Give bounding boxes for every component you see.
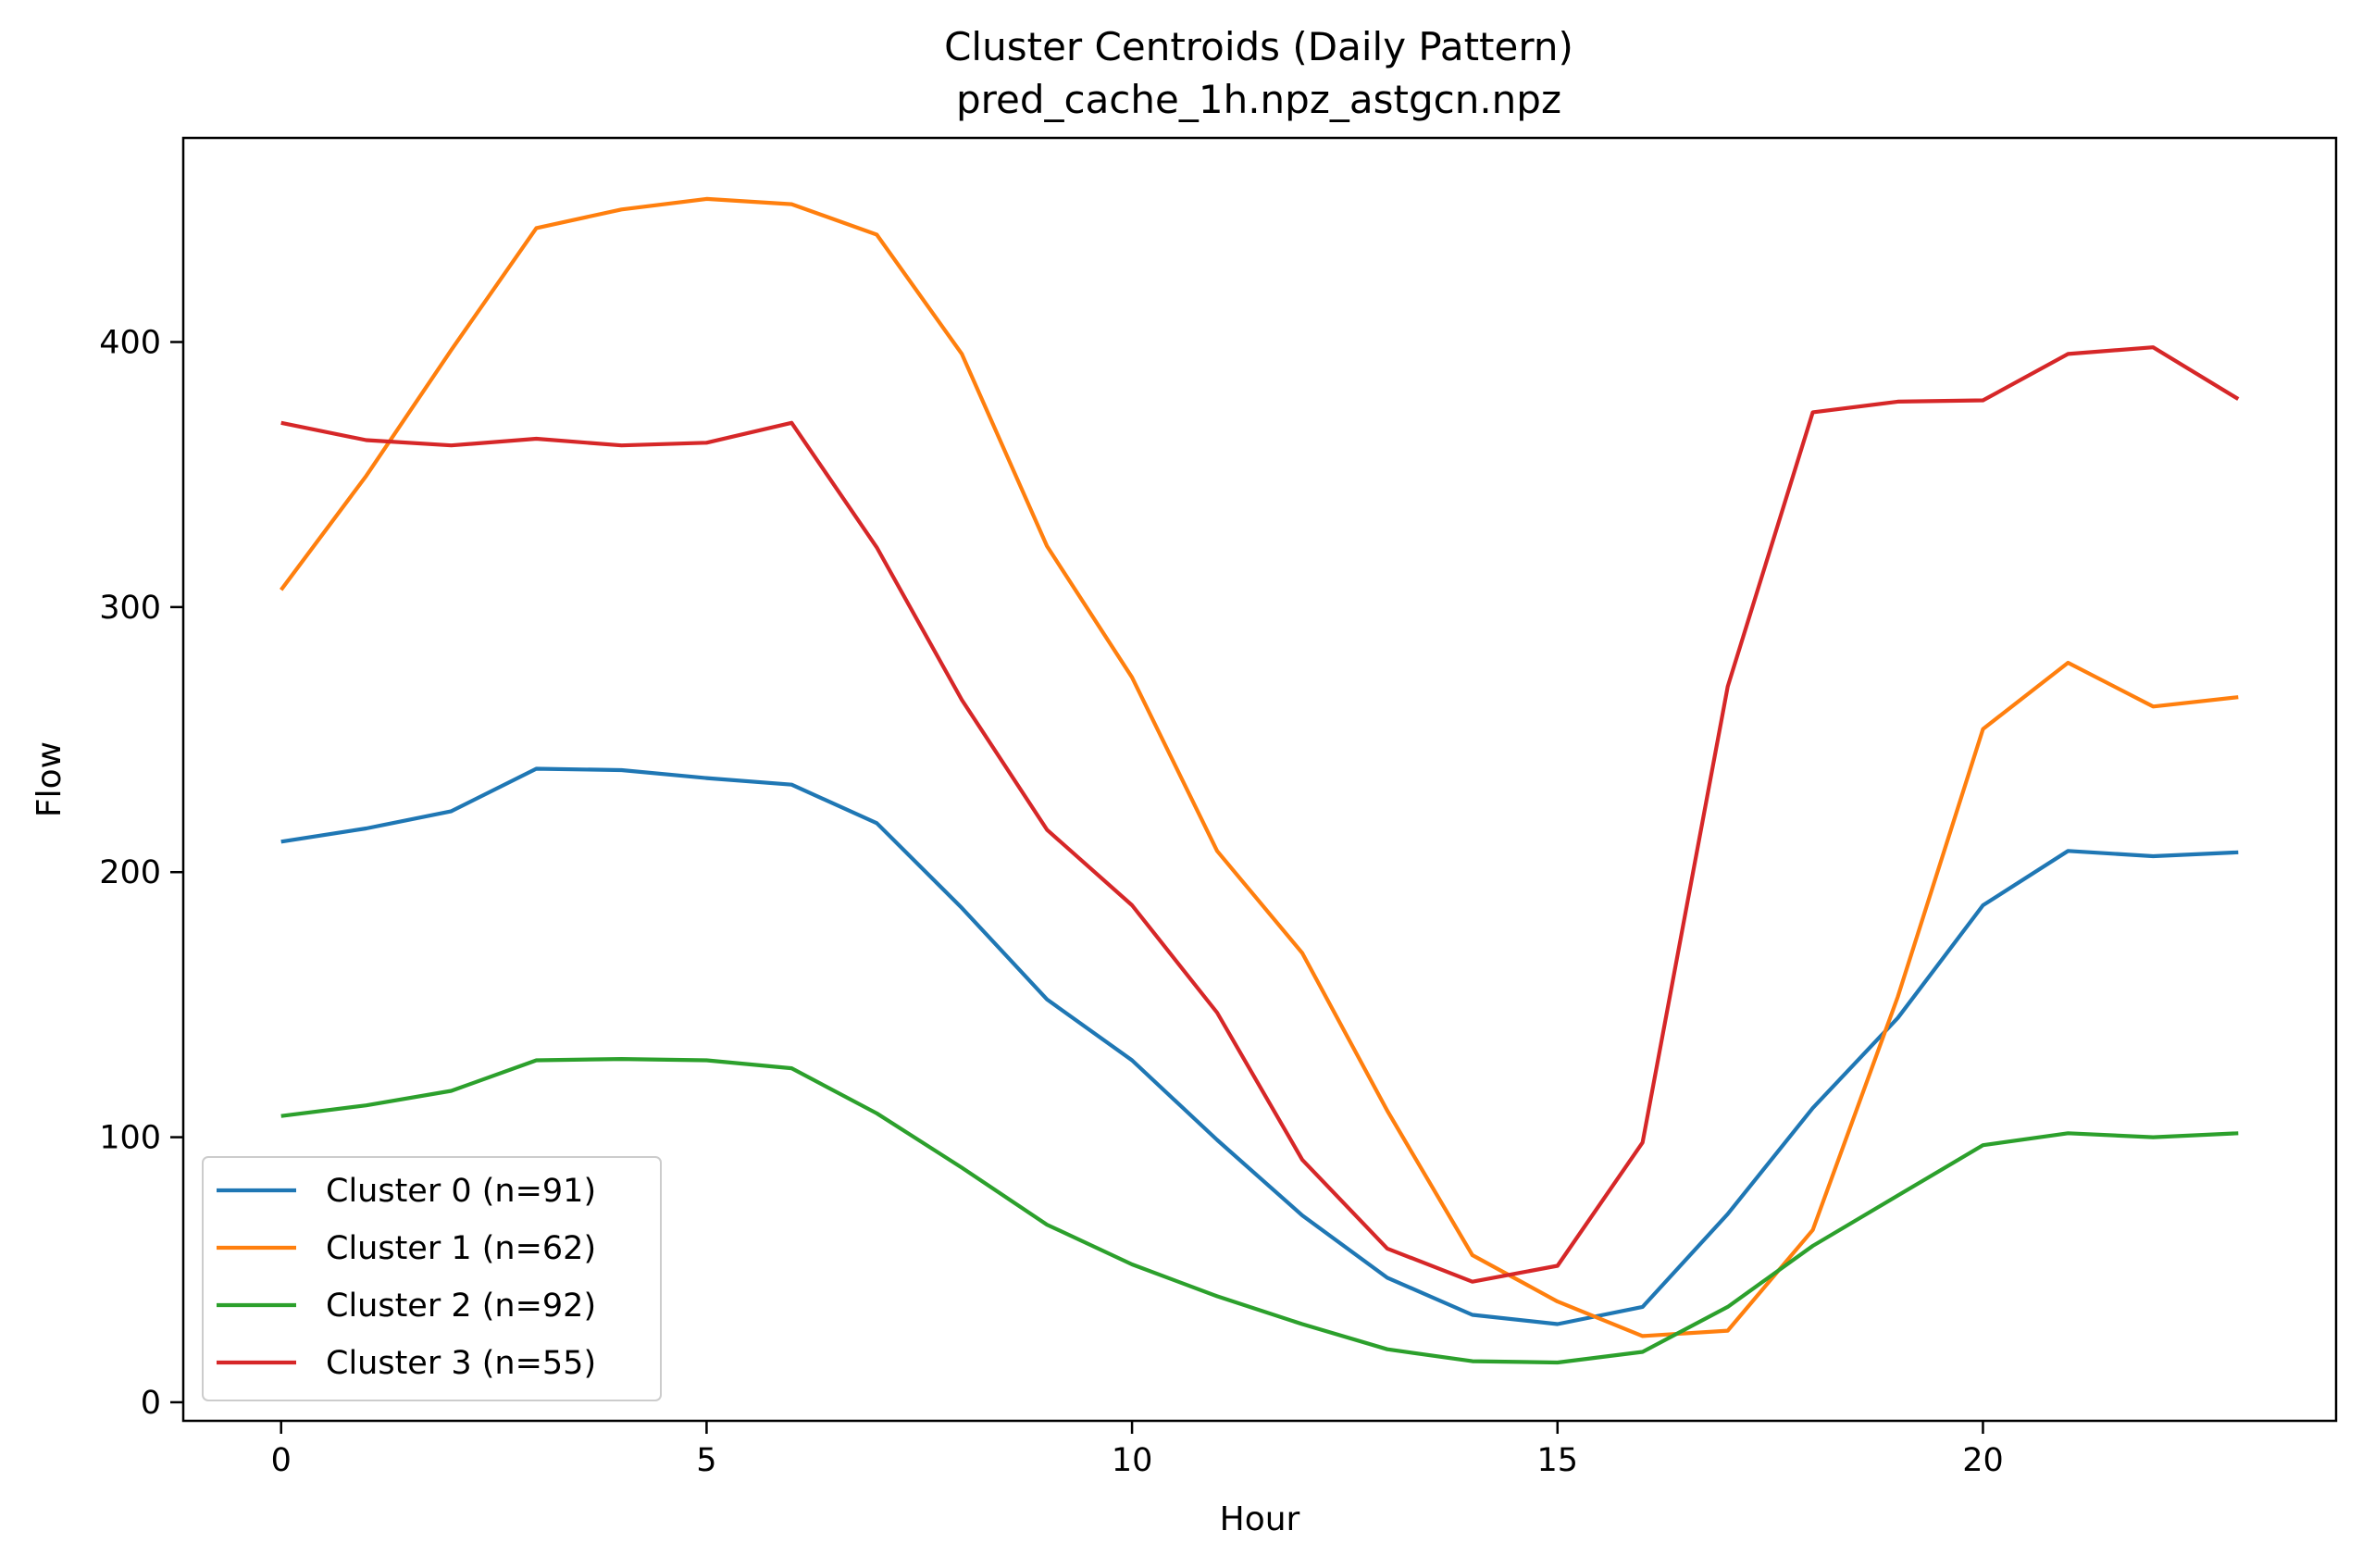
y-tick-label: 0	[141, 1385, 161, 1422]
y-axis: 0 100 200 300 400	[99, 325, 183, 1422]
x-tick-label: 10	[1112, 1442, 1153, 1479]
x-axis: 0 5 10 15 20	[271, 1421, 2004, 1479]
legend-label-cluster-2: Cluster 2 (n=92)	[326, 1288, 596, 1325]
x-tick-label: 15	[1537, 1442, 1579, 1479]
series-line-cluster-0	[280, 766, 2239, 1326]
x-axis-label: Hour	[1220, 1500, 1300, 1538]
y-axis-label: Flow	[31, 741, 68, 817]
series-layer	[280, 196, 2240, 1365]
y-tick-label: 300	[99, 590, 161, 627]
legend-frame	[202, 1156, 662, 1401]
legend-label-cluster-0: Cluster 0 (n=91)	[326, 1173, 596, 1210]
legend-label-cluster-1: Cluster 1 (n=62)	[326, 1230, 596, 1267]
y-tick-label: 100	[99, 1120, 161, 1157]
plot-frame	[181, 136, 2338, 1423]
series-line-cluster-3	[280, 345, 2240, 1284]
legend: Cluster 0 (n=91) Cluster 1 (n=62) Cluster …	[202, 1156, 662, 1401]
x-tick-label: 20	[1962, 1442, 2004, 1479]
y-tick-label: 400	[99, 325, 161, 362]
x-tick-label: 0	[271, 1442, 292, 1479]
series-line-cluster-1	[280, 196, 2239, 1338]
y-tick-label: 200	[99, 854, 161, 891]
x-tick-label: 5	[696, 1442, 716, 1479]
legend-label-cluster-3: Cluster 3 (n=55)	[326, 1345, 596, 1382]
chart-subtitle: pred_cache_1h.npz_astgcn.npz	[956, 77, 1561, 122]
series-line-cluster-2	[280, 1056, 2239, 1365]
chart-title: Cluster Centroids (Daily Pattern)	[944, 24, 1573, 69]
